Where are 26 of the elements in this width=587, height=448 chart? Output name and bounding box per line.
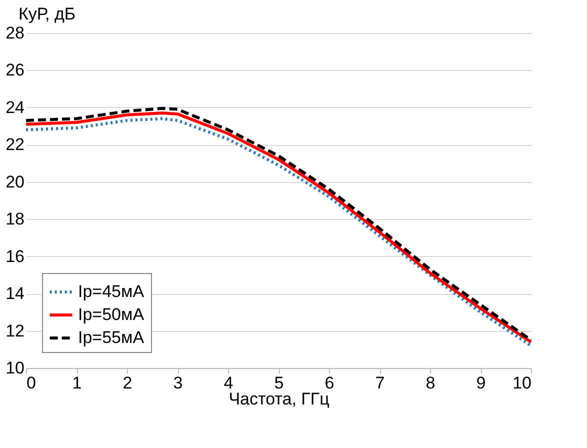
legend-label: Ip=50мА — [78, 305, 145, 324]
y-tick-label: 10 — [6, 358, 24, 378]
y-tick-label: 14 — [6, 284, 24, 304]
x-tick-label: 10 — [512, 374, 532, 392]
legend-label: Ip=45мА — [78, 282, 145, 301]
y-tick-label: 16 — [6, 246, 24, 266]
y-tick-label: 12 — [6, 321, 24, 340]
x-tick-label: 0 — [26, 374, 36, 392]
y-tick-label: 28 — [6, 24, 24, 42]
y-tick-label: 18 — [6, 210, 24, 229]
y-tick-label: 20 — [6, 172, 24, 192]
x-tick-label: 7 — [375, 374, 385, 392]
x-tick-label: 4 — [224, 374, 234, 392]
y-axis-title: КуР, дБ — [18, 4, 76, 24]
x-tick-label: 9 — [476, 374, 486, 392]
x-tick-label: 8 — [426, 374, 436, 392]
x-tick-label: 1 — [72, 374, 82, 392]
x-axis-title: Частота, ГГц — [228, 390, 330, 408]
x-tick-label: 3 — [173, 374, 183, 392]
y-tick-label: 24 — [6, 98, 24, 117]
y-tick-label: 26 — [6, 60, 24, 80]
y-tick-label: 22 — [6, 135, 24, 154]
legend-label: Ip=55мА — [78, 328, 145, 347]
x-tick-label: 6 — [324, 374, 334, 392]
x-tick-label: 2 — [122, 374, 132, 392]
x-tick-label: 5 — [274, 374, 284, 392]
